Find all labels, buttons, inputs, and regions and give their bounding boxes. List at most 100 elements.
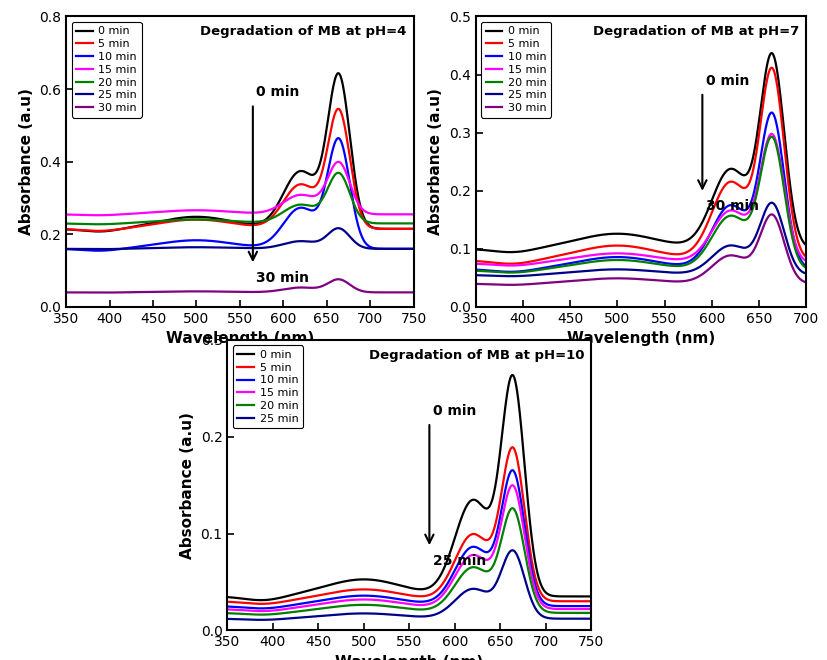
5 min: [586, 597, 596, 605]
15 min: [756, 166, 766, 174]
20 min: [263, 216, 273, 224]
Line: 10 min: 10 min: [476, 113, 806, 272]
15 min: [83, 211, 93, 219]
30 min: [283, 284, 293, 292]
15 min: [499, 506, 509, 513]
0 min: [409, 225, 418, 233]
5 min: [722, 180, 732, 187]
Line: 15 min: 15 min: [476, 134, 806, 265]
0 min: [256, 596, 265, 604]
0 min: [586, 593, 596, 601]
25 min: [93, 246, 103, 253]
10 min: [256, 605, 265, 612]
Line: 20 min: 20 min: [227, 508, 591, 614]
25 min: [283, 239, 293, 247]
30 min: [61, 288, 71, 296]
20 min: [455, 574, 465, 582]
Line: 10 min: 10 min: [227, 470, 591, 609]
10 min: [83, 246, 93, 254]
Text: 0 min: 0 min: [706, 74, 749, 88]
10 min: [245, 604, 255, 612]
25 min: [681, 268, 691, 276]
10 min: [409, 245, 418, 253]
25 min: [672, 269, 681, 277]
25 min: [83, 245, 93, 253]
25 min: [361, 244, 371, 252]
15 min: [245, 607, 255, 614]
0 min: [491, 248, 501, 255]
5 min: [83, 226, 93, 234]
20 min: [663, 261, 673, 269]
0 min: [801, 242, 811, 249]
30 min: [409, 288, 418, 296]
Line: 10 min: 10 min: [66, 138, 414, 251]
30 min: [505, 281, 515, 289]
20 min: [272, 212, 282, 220]
5 min: [499, 474, 509, 482]
20 min: [767, 133, 777, 141]
0 min: [325, 102, 335, 110]
5 min: [256, 600, 265, 608]
10 min: [283, 214, 293, 222]
20 min: [283, 205, 293, 213]
30 min: [756, 230, 766, 238]
20 min: [722, 213, 732, 221]
Line: 0 min: 0 min: [476, 53, 806, 252]
15 min: [537, 599, 547, 607]
Line: 20 min: 20 min: [476, 137, 806, 273]
20 min: [537, 604, 547, 612]
5 min: [801, 253, 811, 261]
10 min: [722, 203, 732, 211]
25 min: [801, 270, 811, 278]
5 min: [61, 225, 71, 233]
0 min: [444, 552, 454, 560]
Text: 30 min: 30 min: [706, 199, 759, 213]
5 min: [681, 248, 691, 256]
Y-axis label: Absorbance (a.u): Absorbance (a.u): [428, 88, 443, 235]
25 min: [434, 609, 444, 617]
5 min: [434, 584, 444, 592]
25 min: [537, 612, 547, 620]
25 min: [272, 242, 282, 249]
20 min: [471, 267, 480, 275]
0 min: [499, 415, 509, 423]
10 min: [505, 268, 515, 276]
0 min: [434, 574, 444, 581]
30 min: [722, 252, 732, 260]
10 min: [325, 157, 335, 165]
Text: 25 min: 25 min: [433, 554, 486, 568]
20 min: [499, 525, 509, 533]
25 min: [333, 224, 343, 232]
25 min: [491, 272, 501, 280]
10 min: [663, 259, 673, 267]
15 min: [256, 607, 265, 615]
20 min: [222, 609, 232, 617]
15 min: [61, 211, 71, 218]
0 min: [505, 248, 515, 256]
Text: b: b: [489, 28, 509, 56]
20 min: [245, 610, 255, 618]
15 min: [434, 595, 444, 603]
5 min: [263, 216, 273, 224]
20 min: [93, 220, 103, 228]
X-axis label: Wavelength (nm): Wavelength (nm): [165, 331, 314, 346]
15 min: [586, 605, 596, 613]
20 min: [333, 169, 343, 177]
20 min: [361, 217, 371, 225]
10 min: [263, 237, 273, 245]
10 min: [672, 260, 681, 268]
Line: 25 min: 25 min: [66, 228, 414, 249]
5 min: [333, 105, 343, 113]
Line: 5 min: 5 min: [227, 447, 591, 604]
5 min: [283, 191, 293, 199]
15 min: [681, 254, 691, 262]
Line: 30 min: 30 min: [476, 214, 806, 285]
15 min: [283, 195, 293, 203]
15 min: [263, 207, 273, 215]
X-axis label: Wavelength (nm): Wavelength (nm): [566, 331, 715, 346]
10 min: [434, 591, 444, 599]
10 min: [767, 109, 777, 117]
20 min: [756, 170, 766, 178]
25 min: [263, 244, 273, 251]
Line: 0 min: 0 min: [66, 73, 414, 232]
